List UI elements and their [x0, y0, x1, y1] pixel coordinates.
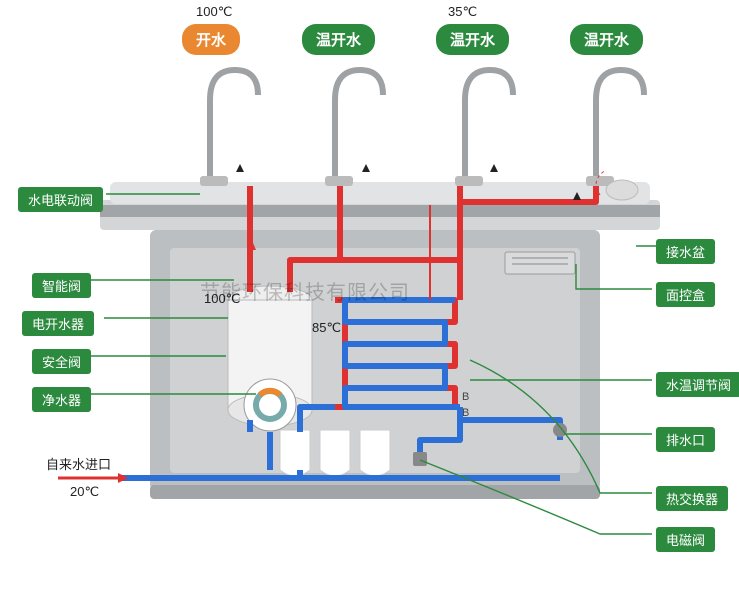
lbl-inlet: 自来水进口: [46, 454, 111, 473]
lbl-heat-exchanger: 热交换器: [656, 486, 728, 511]
lbl-inlet-temp: 20℃: [70, 484, 99, 500]
lbl-drain: 排水口: [656, 427, 715, 452]
svg-text:85℃: 85℃: [312, 320, 341, 335]
lbl-temp-valve: 水温调节阀: [656, 372, 739, 397]
watermark-text: 节能环保科技有限公司: [200, 276, 410, 305]
svg-text:B: B: [462, 391, 469, 403]
faucet-4: [586, 70, 644, 186]
lbl-purifier: 净水器: [32, 387, 91, 412]
lbl-control-box: 面控盒: [656, 282, 715, 307]
lbl-solenoid: 电磁阀: [656, 527, 715, 552]
lbl-elec-boiler: 电开水器: [22, 311, 94, 336]
lbl-water-elec-valve: 水电联动阀: [18, 187, 103, 212]
filters: [280, 430, 390, 476]
lbl-basin: 接水盆: [656, 239, 715, 264]
faucet-2: [325, 70, 383, 186]
lbl-safety-valve: 安全阀: [32, 349, 91, 374]
lbl-smart-valve: 智能阀: [32, 273, 91, 298]
faucet-1: [200, 70, 258, 186]
faucet-3: [455, 70, 513, 186]
